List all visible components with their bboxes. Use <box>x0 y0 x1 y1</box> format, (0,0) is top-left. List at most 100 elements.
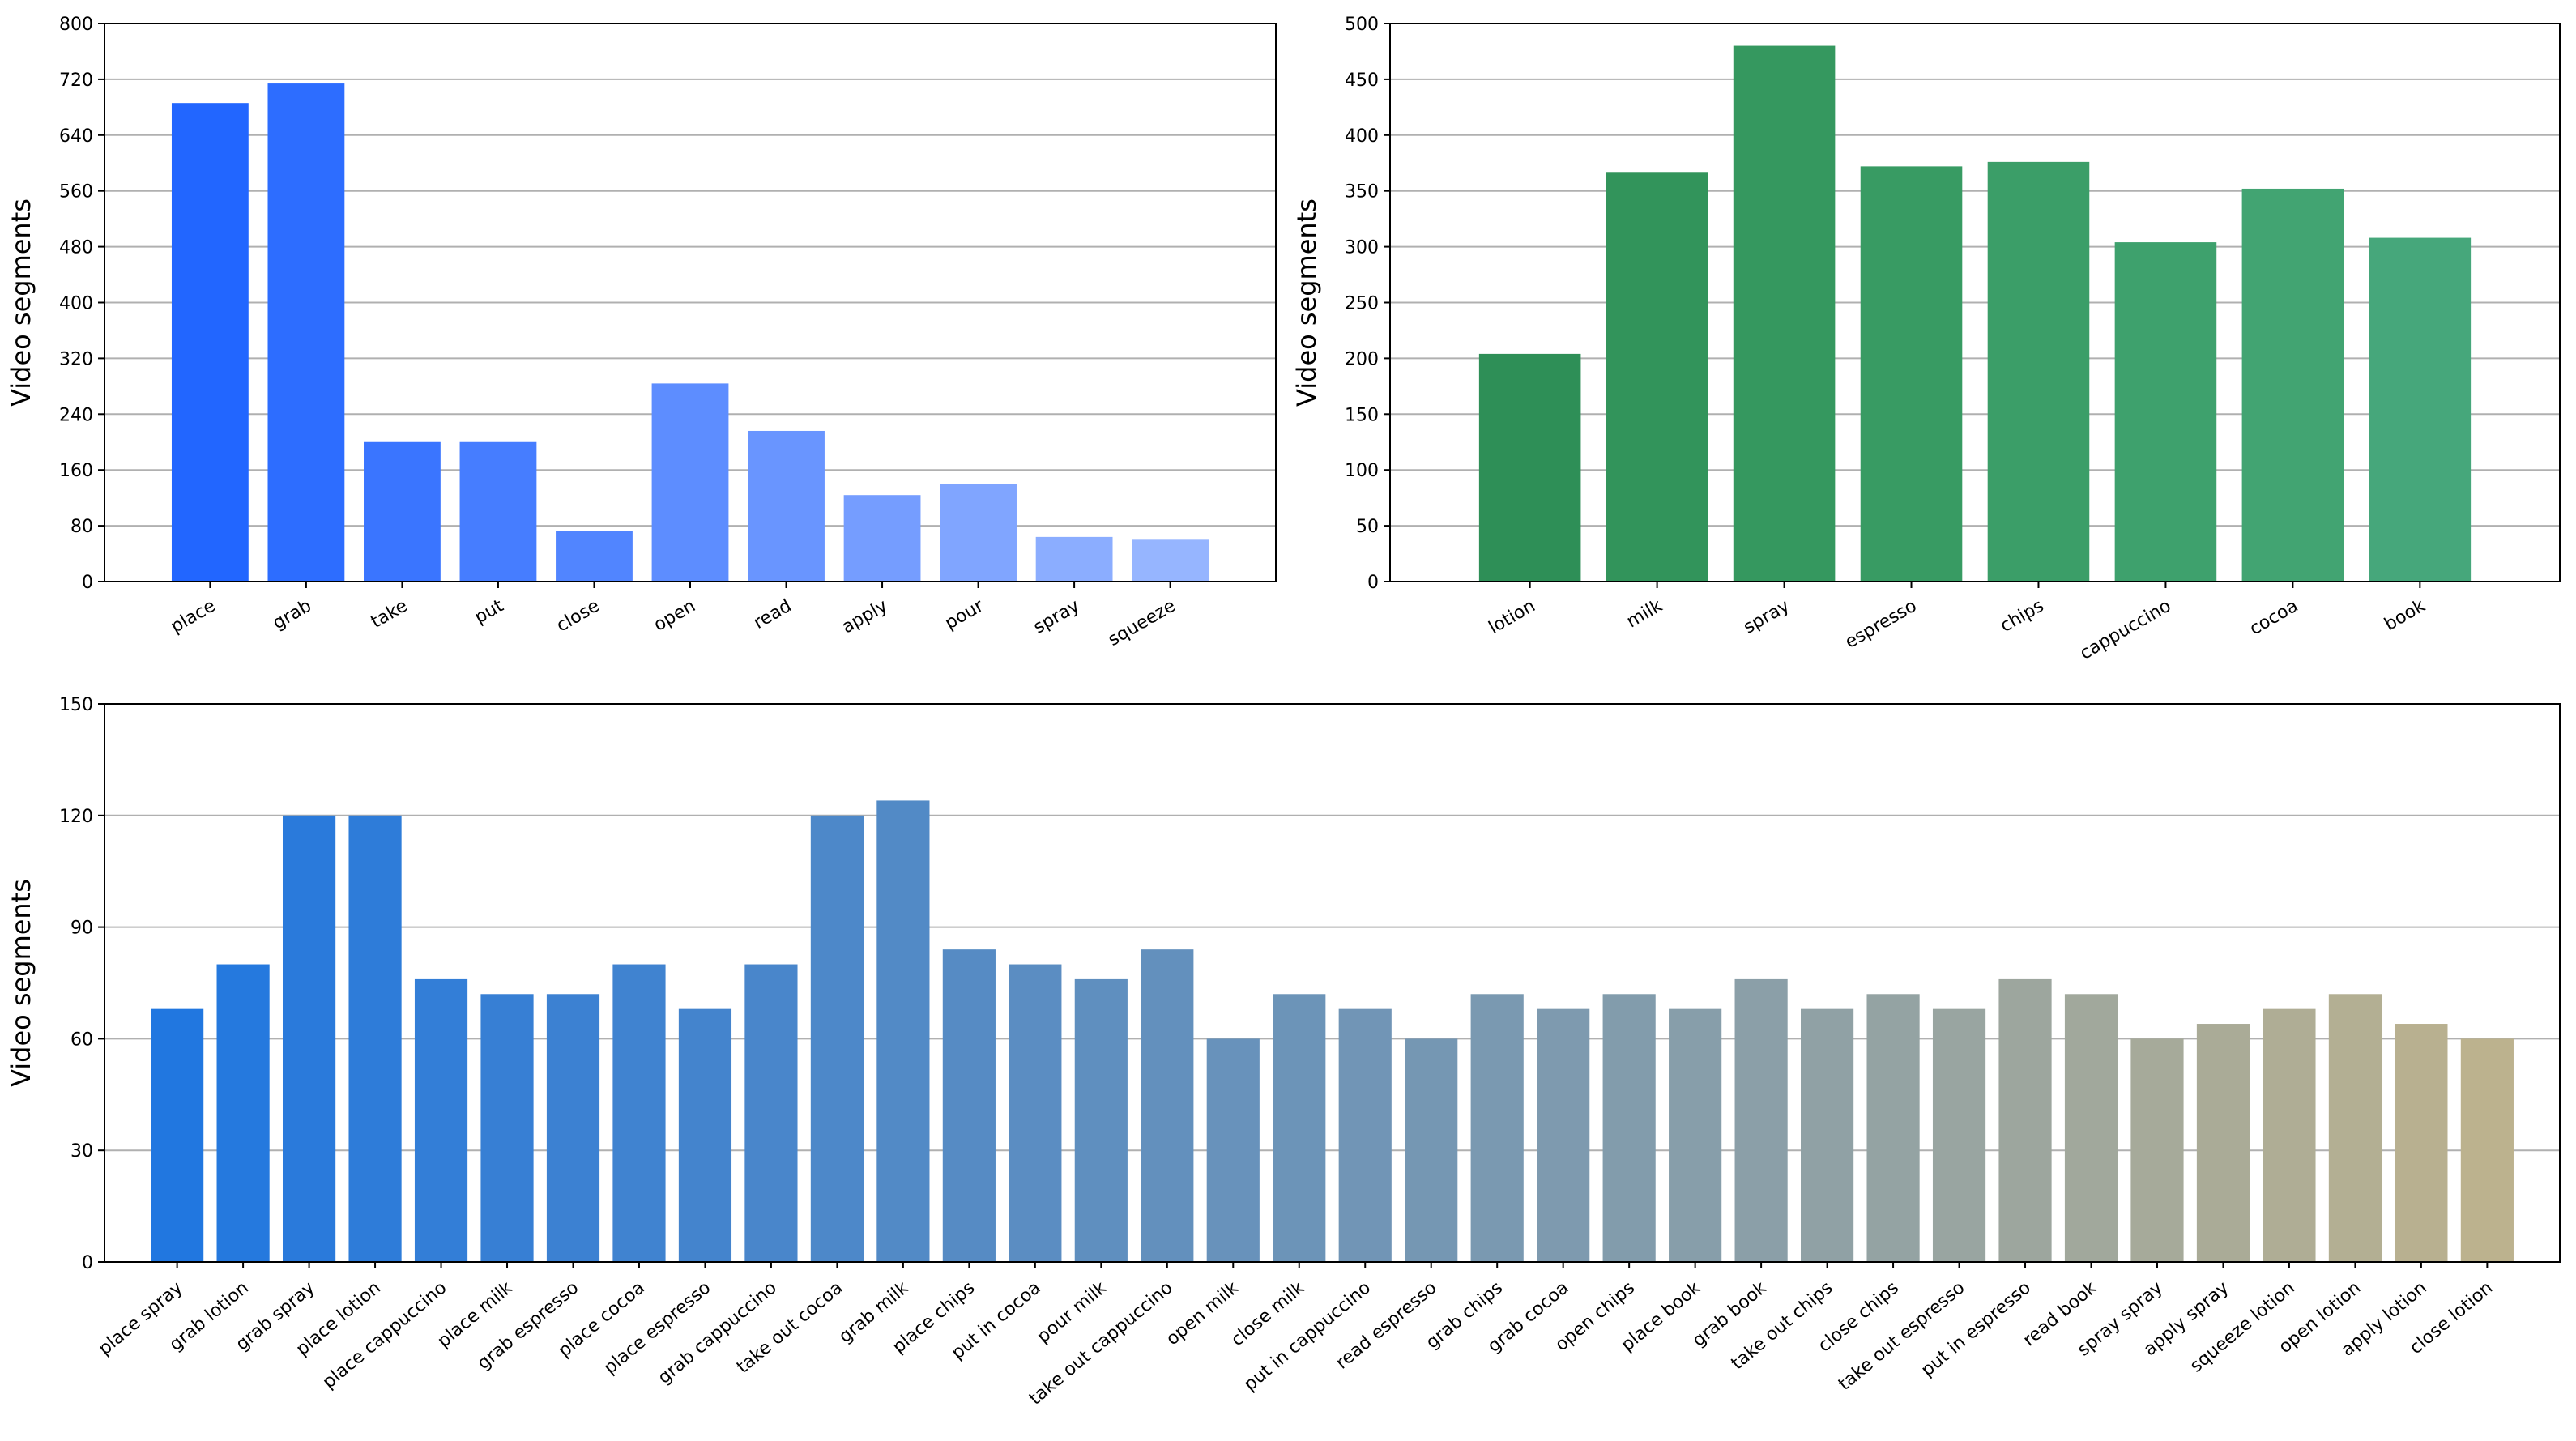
bar <box>2369 237 2472 582</box>
bar <box>1932 1008 1986 1262</box>
y-tick-label: 60 <box>70 1030 93 1050</box>
x-tick-label: apply <box>838 596 891 638</box>
y-tick-label: 240 <box>59 405 93 425</box>
bar <box>1866 994 1920 1262</box>
bar <box>1733 45 1836 582</box>
x-tick-label: cappuccino <box>2077 596 2175 664</box>
x-tick-label: place cappuccino <box>319 1277 451 1392</box>
x-tick-label: spray <box>1740 596 1793 638</box>
y-tick-label: 0 <box>1367 573 1379 593</box>
y-tick-label: 30 <box>70 1141 93 1162</box>
bar <box>556 531 633 582</box>
plot-frame <box>1389 23 2561 582</box>
bar <box>612 964 666 1262</box>
x-tick-label: put in cappuccino <box>1240 1277 1375 1395</box>
bar <box>2263 1008 2316 1262</box>
y-tick-label: 200 <box>1345 349 1379 369</box>
y-tick-label: 640 <box>59 126 93 147</box>
bar <box>2130 1038 2184 1262</box>
y-tick-label: 320 <box>59 349 93 369</box>
x-tick-label: take <box>368 596 412 633</box>
bar <box>1734 978 1788 1262</box>
bar <box>1987 161 2090 582</box>
x-tick-label: milk <box>1623 595 1666 632</box>
y-tick-label: 150 <box>1345 405 1379 425</box>
chart-action-counts: 0 80 160 240 320 400 480 560 640 720 800 place grab t… <box>6 15 1277 650</box>
bar <box>1132 539 1209 582</box>
bar <box>282 815 336 1262</box>
x-tick-label: grab cappuccino <box>655 1277 781 1388</box>
bar <box>1405 1038 1458 1262</box>
bar <box>940 484 1017 582</box>
x-tick-label: open <box>650 596 699 636</box>
bar <box>1478 353 1581 582</box>
bar <box>678 1008 732 1262</box>
y-tick-label: 400 <box>59 294 93 314</box>
y-axis-title: Video segments <box>6 198 36 407</box>
bar <box>414 978 468 1262</box>
bar <box>1606 172 1708 582</box>
bar <box>364 441 441 582</box>
x-tick-label: take out espresso <box>1835 1277 1968 1395</box>
bar <box>843 495 921 582</box>
bar <box>1206 1038 1260 1262</box>
bar <box>2460 1038 2514 1262</box>
y-tick-label: 560 <box>59 182 93 203</box>
plot-frame <box>104 703 2561 1263</box>
bar <box>2064 994 2118 1262</box>
bar <box>171 103 249 582</box>
x-tick-label: chips <box>1997 596 2047 637</box>
y-tick-label: 100 <box>1345 461 1379 481</box>
bar <box>151 1008 204 1262</box>
y-tick-label: 350 <box>1345 182 1379 203</box>
bar <box>546 994 600 1262</box>
y-tick-label: 500 <box>1345 15 1379 35</box>
bar <box>2395 1024 2448 1262</box>
y-tick-label: 400 <box>1345 126 1379 147</box>
plot-frame <box>104 23 1277 582</box>
bar <box>348 815 402 1262</box>
bar <box>2114 242 2217 582</box>
bar <box>1669 1008 1722 1262</box>
bar <box>1537 1008 1590 1262</box>
bar <box>1860 166 1963 582</box>
bar <box>1338 1008 1392 1262</box>
x-tick-label: read <box>750 596 795 633</box>
bar <box>2196 1024 2250 1262</box>
x-tick-label: place <box>168 596 220 637</box>
y-tick-label: 80 <box>70 517 93 537</box>
bar <box>1998 978 2052 1262</box>
y-tick-label: 90 <box>70 919 93 939</box>
bar <box>459 441 537 582</box>
bar <box>651 383 729 582</box>
bar <box>810 815 864 1262</box>
bar <box>1074 978 1128 1262</box>
bar <box>480 994 534 1262</box>
y-tick-label: 300 <box>1345 238 1379 258</box>
y-tick-label: 0 <box>82 1253 93 1273</box>
y-tick-label: 160 <box>59 461 93 481</box>
bar <box>876 800 930 1262</box>
y-tick-label: 0 <box>82 573 93 593</box>
x-tick-label: put <box>471 595 507 628</box>
x-tick-label: grab <box>270 596 315 634</box>
x-tick-label: cocoa <box>2246 596 2301 640</box>
y-tick-label: 250 <box>1345 294 1379 314</box>
bar <box>2241 188 2344 582</box>
chart-object-counts: 0 50 100 150 200 250 300 350 400 450 500 lotion milk… <box>1291 15 2561 664</box>
bar <box>942 949 996 1262</box>
x-tick-label: pour <box>941 595 987 633</box>
x-tick-label: lotion <box>1486 596 1539 639</box>
x-tick-label: spray <box>1030 596 1083 638</box>
y-axis-title: Video segments <box>1291 198 1322 407</box>
bar <box>1800 1008 1854 1262</box>
y-tick-label: 450 <box>1345 70 1379 91</box>
x-tick-label: close <box>553 596 603 637</box>
y-tick-label: 50 <box>1356 517 1379 537</box>
y-tick-label: 150 <box>59 695 93 715</box>
y-tick-label: 120 <box>59 807 93 827</box>
y-tick-label: 800 <box>59 15 93 35</box>
bar <box>1273 994 1326 1262</box>
